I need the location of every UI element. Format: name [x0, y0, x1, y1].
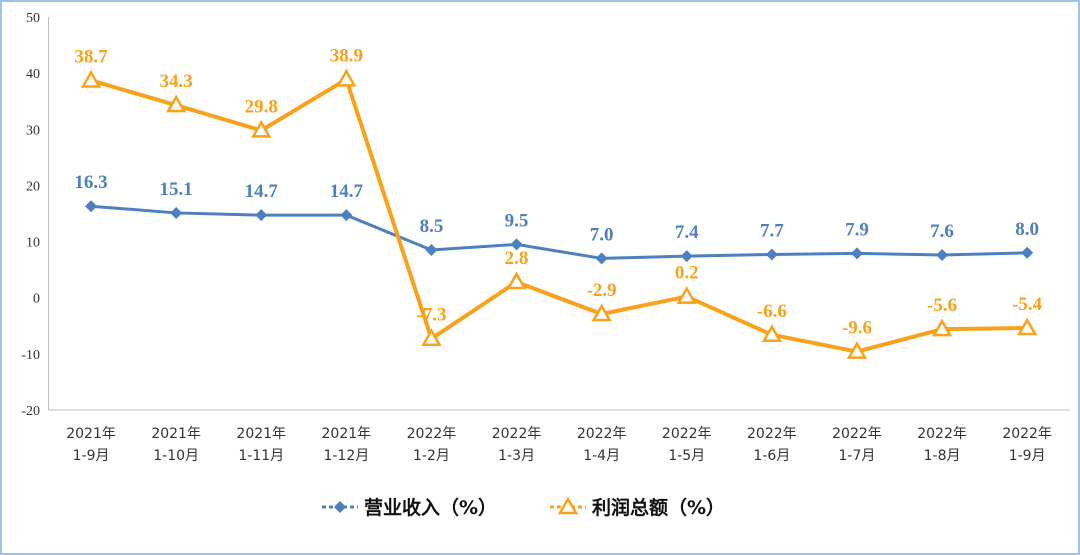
point [676, 286, 697, 304]
x-tick-label: 2022年 1-6月 [747, 426, 797, 464]
y-tick-label: -20 [21, 404, 40, 419]
data-label: 15.1 [160, 179, 193, 200]
point [557, 496, 579, 515]
x-tick-label: 2021年 1-12月 [322, 426, 372, 464]
point [850, 247, 863, 260]
y-tick-label: 10 [26, 236, 40, 251]
data-label: -6.6 [757, 301, 787, 322]
x-tick-label: 2021年 1-10月 [151, 426, 201, 464]
point [165, 94, 187, 113]
point [421, 328, 442, 346]
x-tick-label: 2022年 1-7月 [832, 426, 882, 464]
y-tick-label: 0 [33, 292, 40, 307]
data-label: 7.0 [590, 224, 614, 245]
point [336, 68, 357, 87]
data-label: 29.8 [245, 96, 278, 117]
y-tick-label: 20 [26, 179, 40, 194]
data-label: 14.7 [245, 181, 279, 202]
data-label: 2.8 [505, 248, 529, 269]
data-label: -7.3 [416, 305, 446, 326]
point [425, 243, 438, 256]
x-tick-label: 2021年 1-9月 [66, 426, 116, 464]
series-line [90, 76, 1028, 354]
y-tick-label: -10 [21, 348, 40, 363]
x-tick-label: 2022年 1-4月 [577, 426, 627, 464]
data-label: 7.7 [760, 220, 784, 241]
data-label: 14.7 [330, 181, 364, 202]
y-tick-label: 50 [26, 11, 40, 26]
data-label: 16.3 [74, 172, 107, 193]
data-label: -2.9 [587, 280, 617, 301]
data-label: 34.3 [160, 71, 193, 92]
x-tick-label: 2022年 1-3月 [492, 426, 542, 464]
point [170, 206, 183, 219]
data-label: 8.0 [1015, 219, 1039, 240]
data-label: 8.5 [420, 216, 444, 237]
point [1021, 246, 1034, 259]
legend-label: 利润总额（%） [592, 496, 725, 519]
data-label: 38.7 [74, 46, 108, 67]
point [846, 341, 868, 359]
data-label: 9.5 [505, 210, 529, 231]
point [1016, 317, 1038, 336]
x-tick-label: 2022年 1-5月 [662, 426, 712, 464]
data-label: 7.6 [930, 221, 954, 242]
data-label: -5.4 [1012, 294, 1043, 315]
data-label: 0.2 [675, 263, 699, 284]
point [251, 119, 272, 138]
series-line [90, 204, 1028, 260]
y-tick-label: 30 [26, 123, 40, 138]
point [765, 248, 778, 261]
x-tick-label: 2022年 1-8月 [917, 426, 967, 464]
y-tick-label: 40 [26, 67, 40, 82]
x-tick-label: 2022年 1-2月 [407, 426, 457, 464]
point [510, 238, 523, 251]
legend: 营业收入（%） 利润总额（%） [322, 496, 725, 519]
point [506, 271, 527, 290]
point [936, 249, 949, 262]
point [680, 250, 693, 263]
point [334, 501, 346, 513]
x-tick-label: 2021年 1-11月 [236, 426, 286, 464]
point [340, 209, 353, 222]
data-label: 38.9 [330, 45, 363, 66]
data-label: 7.4 [675, 222, 699, 243]
legend-label: 营业收入（%） [364, 496, 497, 519]
data-label: -9.6 [842, 318, 872, 339]
point [595, 252, 608, 265]
data-label: 7.9 [845, 219, 869, 240]
point [591, 303, 612, 322]
point [80, 69, 102, 88]
data-label: -5.6 [927, 295, 957, 316]
point [931, 318, 953, 337]
point [85, 200, 98, 213]
x-tick-label: 2022年 1-9月 [1002, 426, 1052, 464]
point [761, 324, 783, 343]
point [255, 209, 268, 222]
